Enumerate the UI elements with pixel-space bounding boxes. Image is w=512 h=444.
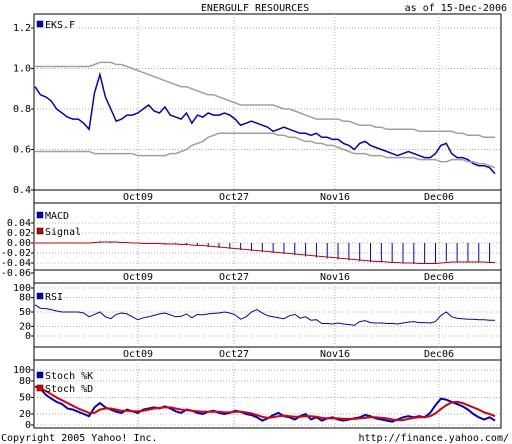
x-tick-label: Oct27: [219, 349, 249, 360]
legend-label-price: EKS.F: [45, 20, 75, 31]
y-tick-label: 100: [13, 283, 31, 294]
legend-label-stoch-k: Stoch %K: [45, 371, 93, 382]
y-tick-label: 20: [19, 409, 31, 420]
rsi-line: [34, 304, 495, 326]
x-tick-label: Dec06: [424, 192, 454, 203]
y-tick-label: -0.02: [1, 248, 31, 259]
y-tick-label: 50: [19, 393, 31, 404]
lower-band-line: [35, 132, 496, 169]
x-tick-label: Dec06: [424, 349, 454, 360]
price-line: [34, 71, 496, 175]
legend-swatch-macd: [36, 211, 44, 219]
legend-label-macd: MACD: [45, 211, 69, 222]
x-tick-label: Nov16: [320, 272, 350, 283]
y-tick-label: 0: [25, 420, 31, 431]
y-tick-label: 50: [19, 307, 31, 318]
y-tick-label: 0.8: [13, 104, 31, 115]
x-tick-label: Oct09: [123, 192, 153, 203]
legend-swatch-price: [36, 20, 44, 28]
signal-line: [35, 241, 495, 264]
legend-swatch-stoch-d: [36, 384, 44, 392]
y-tick-label: -0.06: [1, 268, 31, 279]
y-tick-label: 1.0: [13, 64, 31, 75]
y-tick-label: 80: [19, 293, 31, 304]
y-tick-label: 0.04: [7, 218, 31, 229]
copyright: Copyright 2005 Yahoo! Inc.: [1, 433, 158, 444]
source-url[interactable]: http://finance.yahoo.com/: [358, 433, 509, 444]
price-panel: [33, 13, 502, 191]
x-tick-label: Nov16: [320, 192, 350, 203]
y-tick-label: 0.4: [13, 185, 31, 196]
upper-band-line: [35, 61, 495, 139]
stoch-k-line: [34, 385, 496, 423]
macd-panel: [33, 202, 502, 271]
y-tick-label: 0.02: [7, 228, 31, 239]
legend-label-rsi: RSI: [45, 292, 63, 303]
stoch-d-line: [34, 385, 496, 422]
legend-swatch-stoch-k: [36, 371, 44, 379]
y-tick-label: 100: [13, 365, 31, 376]
y-tick-label: 0.6: [13, 145, 31, 156]
y-tick-label: 20: [19, 321, 31, 332]
legend-label-signal: Signal: [45, 227, 81, 238]
as-of-date: as of 15-Dec-2006: [405, 3, 507, 14]
x-tick-label: Dec06: [424, 272, 454, 283]
x-tick-label: Oct27: [219, 192, 249, 203]
legend-label-stoch-d: Stoch %D: [45, 384, 93, 395]
legend-swatch-signal: [36, 227, 44, 235]
x-tick-label: Oct09: [123, 272, 153, 283]
y-tick-label: 0: [25, 331, 31, 342]
y-tick-label: 1.2: [13, 23, 31, 34]
x-tick-label: Oct09: [123, 349, 153, 360]
chart-title: ENERGULF RESOURCES: [201, 3, 309, 14]
y-tick-label: 0.00: [7, 238, 31, 249]
y-tick-label: -0.04: [1, 258, 31, 269]
legend-swatch-rsi: [36, 292, 44, 300]
x-tick-label: Oct27: [219, 272, 249, 283]
x-tick-label: Nov16: [320, 349, 350, 360]
y-tick-label: 80: [19, 376, 31, 387]
